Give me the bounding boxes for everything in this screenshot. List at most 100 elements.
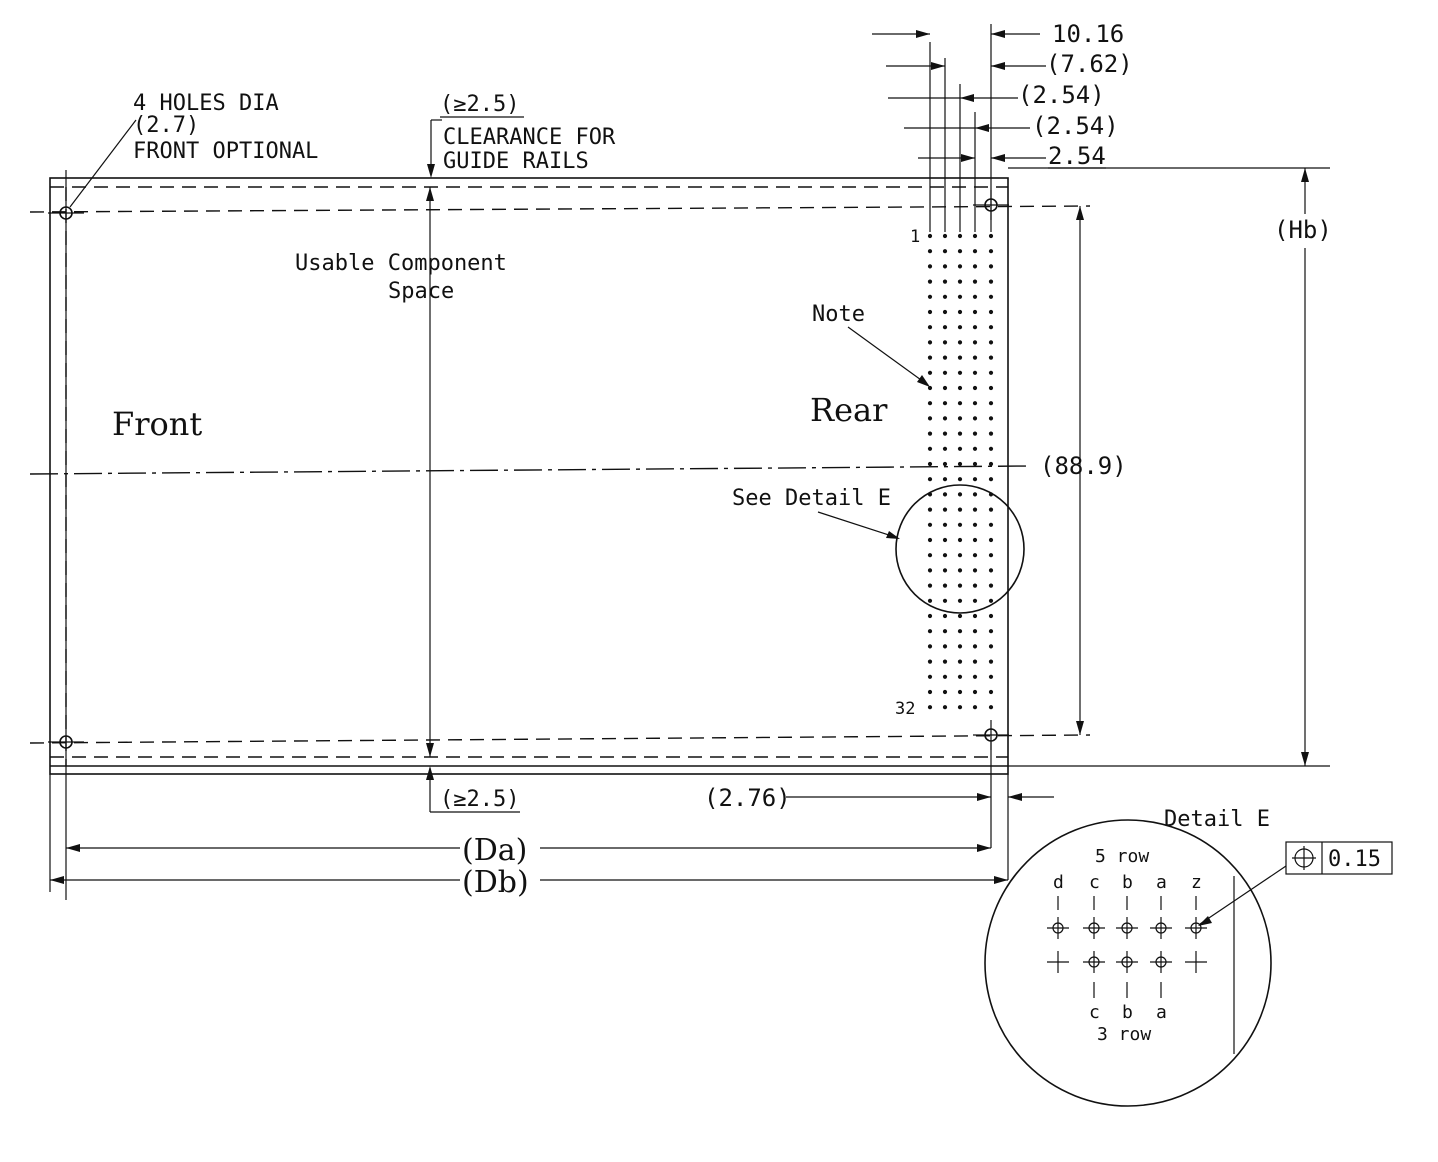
connector-pin xyxy=(942,416,948,421)
connector-pin xyxy=(957,537,963,543)
connector-pin xyxy=(927,370,933,375)
connector-pin xyxy=(942,674,948,679)
detail-pin xyxy=(1185,951,1207,973)
connector-pin xyxy=(942,325,948,330)
connector-pin xyxy=(972,537,978,543)
connector-pin xyxy=(942,431,948,436)
connector-pin xyxy=(988,659,994,664)
connector-pin xyxy=(957,689,963,695)
connector-pin xyxy=(927,598,933,603)
connector-pin xyxy=(957,325,963,330)
holes-label-line2: (2.7) xyxy=(133,113,199,138)
connector-pin xyxy=(942,537,948,543)
connector-pin xyxy=(972,279,978,284)
pitch-dim-4: (2.54) xyxy=(1032,112,1119,140)
detail-pin xyxy=(1047,951,1069,973)
connector-pin xyxy=(972,644,978,649)
front-label: Front xyxy=(112,405,202,443)
connector-pin xyxy=(957,233,963,239)
connector-pin xyxy=(957,309,963,315)
connector-pin xyxy=(988,598,994,603)
detail-pin xyxy=(1083,917,1105,939)
connector-pin xyxy=(942,598,948,603)
connector-pin xyxy=(942,385,948,391)
connector-pin xyxy=(942,659,948,664)
note-label: Note xyxy=(812,302,865,327)
connector-pin xyxy=(927,613,933,619)
detail-pin xyxy=(1116,951,1138,973)
connector-pin xyxy=(957,568,963,573)
connector-pin xyxy=(972,659,978,664)
detail-e-title: Detail E xyxy=(1164,807,1270,832)
connector-pin xyxy=(942,568,948,573)
connector-pin xyxy=(972,492,978,497)
connector-pin xyxy=(957,340,963,345)
connector-pin xyxy=(988,644,994,649)
clearance-top-value: (≥2.5) xyxy=(440,92,519,117)
connector-pin xyxy=(972,446,978,451)
connector-pin xyxy=(972,340,978,345)
connector-pin xyxy=(988,553,994,558)
connector-pin xyxy=(957,294,963,299)
connector-pin xyxy=(957,385,963,391)
connector-pin xyxy=(988,431,994,436)
connector-pin xyxy=(972,325,978,330)
connector-pin xyxy=(957,279,963,284)
connector-pin xyxy=(988,294,994,299)
connector-pin xyxy=(927,401,933,406)
connector-pin xyxy=(927,568,933,573)
detail-pin xyxy=(1185,917,1207,939)
connector-pin xyxy=(927,522,933,527)
connector-pin xyxy=(942,446,948,451)
connector-pin xyxy=(942,553,948,558)
pin-label-last: 32 xyxy=(895,699,915,719)
connector-pin xyxy=(927,309,933,315)
detail-top-row-label: 5 row xyxy=(1095,846,1149,867)
connector-pin xyxy=(988,629,994,634)
detail-top-col-label: c xyxy=(1089,872,1100,893)
connector-pin xyxy=(957,705,963,710)
dim-db: (Db) xyxy=(462,865,529,900)
connector-pin xyxy=(927,537,933,543)
connector-pin xyxy=(927,461,933,467)
tolerance-value: 0.15 xyxy=(1328,847,1381,872)
connector-pin xyxy=(988,249,994,254)
connector-pin xyxy=(942,370,948,375)
connector-pin xyxy=(942,249,948,254)
connector-pin xyxy=(957,629,963,634)
dim-da: (Da) xyxy=(462,833,527,868)
connector-pin xyxy=(927,264,933,269)
connector-pin xyxy=(927,233,933,239)
connector-pin xyxy=(972,385,978,391)
connector-pin xyxy=(927,431,933,436)
connector-pin xyxy=(942,644,948,649)
connector-pin xyxy=(927,705,933,710)
pitch-dim-3: (2.54) xyxy=(1018,81,1105,109)
connector-pin xyxy=(988,279,994,284)
dim-hb: (Hb) xyxy=(1274,216,1332,244)
clearance-bottom-value: (≥2.5) xyxy=(440,787,519,812)
connector-pin xyxy=(927,507,933,512)
connector-pin xyxy=(927,553,933,558)
connector-pin xyxy=(942,583,948,588)
detail-top-col-label: d xyxy=(1053,872,1064,893)
connector-pin xyxy=(988,689,994,695)
connector-pin xyxy=(988,461,994,467)
connector-pin xyxy=(957,553,963,558)
connector-pin xyxy=(972,249,978,254)
connector-pin xyxy=(972,507,978,512)
connector-pin xyxy=(927,355,933,360)
pitch-dim-5: 2.54 xyxy=(1048,142,1106,170)
connector-pin xyxy=(957,416,963,421)
guide-rail-clearance-lines xyxy=(29,170,1091,900)
connector-pin xyxy=(957,477,963,482)
connector-pin xyxy=(972,705,978,710)
tolerance-frame xyxy=(1285,841,1393,875)
depth-dimensions xyxy=(49,742,1054,892)
connector-pin xyxy=(927,689,933,695)
detail-pin xyxy=(1150,917,1172,939)
connector-pin xyxy=(942,279,948,284)
connector-pin-field xyxy=(927,233,994,710)
detail-top-col-label: b xyxy=(1122,872,1133,893)
connector-pin xyxy=(942,507,948,512)
